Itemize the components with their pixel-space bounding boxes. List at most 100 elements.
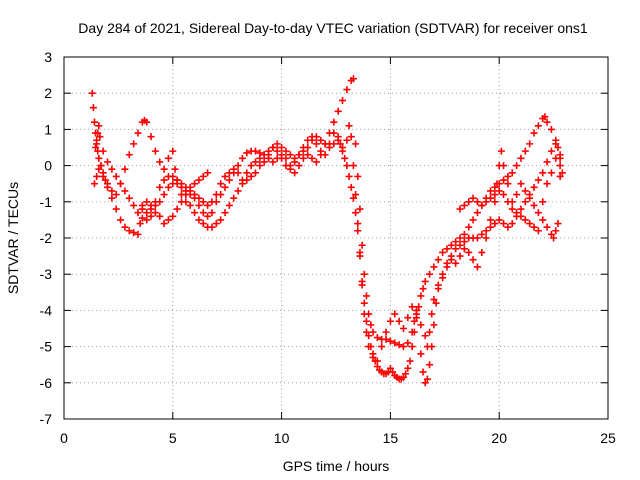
data-point [421,379,429,387]
data-point [90,118,98,126]
data-point [395,341,403,349]
data-point [382,328,390,336]
data-point [452,245,460,253]
data-point [452,238,460,246]
y-tick-label: -3 [40,266,53,282]
data-point [191,209,199,217]
data-point [354,227,362,235]
data-point [104,180,112,188]
data-point [143,198,151,206]
data-point [169,147,177,155]
data-point [386,364,394,372]
data-point [504,172,512,180]
y-tick-label: 2 [44,85,52,101]
data-point [404,314,412,322]
data-point [447,241,455,249]
data-point [404,339,412,347]
data-point [419,285,427,293]
data-point [195,201,203,209]
data-point [399,373,407,381]
data-point [208,223,216,231]
data-point [421,277,429,285]
data-point [186,183,194,191]
data-point [191,191,199,199]
data-point [130,140,138,148]
data-point [130,201,138,209]
data-point [500,191,508,199]
data-point [399,343,407,351]
data-point [95,154,103,162]
data-point [491,183,499,191]
data-point [256,162,264,170]
data-point [456,252,464,260]
data-point [221,209,229,217]
y-tick-label: -4 [40,302,53,318]
data-point [317,147,325,155]
data-point [299,147,307,155]
data-point [521,147,529,155]
data-point [408,303,416,311]
data-point [134,230,142,238]
data-point [164,183,172,191]
data-point [260,151,268,159]
data-point [500,176,508,184]
data-point [186,201,194,209]
data-point [556,151,564,159]
data-point [369,353,377,361]
data-point [547,125,555,133]
data-point [404,364,412,372]
data-point [221,183,229,191]
data-point [156,158,164,166]
data-point [212,220,220,228]
data-point [526,194,534,202]
data-point [486,223,494,231]
data-point [160,191,168,199]
data-point [349,162,357,170]
data-point [554,144,562,151]
data-point [282,147,290,155]
data-point [534,122,542,130]
data-point [345,122,353,130]
data-point [286,162,294,170]
data-point [95,165,103,173]
data-point [330,118,338,126]
data-point [108,165,116,173]
y-tick-label: 1 [44,121,52,137]
data-point [391,339,399,347]
data-point [517,154,525,162]
data-point [354,220,362,228]
data-point [426,361,434,369]
data-point [217,216,225,224]
data-point [486,194,494,202]
data-point [360,270,368,278]
data-point [360,299,368,307]
data-point [247,172,255,180]
data-point [191,180,199,188]
data-point [406,357,414,365]
data-point [413,310,421,318]
data-point [530,223,538,231]
data-point [160,176,168,184]
data-points [88,75,566,387]
data-point [443,263,451,271]
data-point [273,154,281,162]
data-point [526,220,534,228]
data-point [417,350,425,358]
data-point [408,328,416,336]
data-point [195,216,203,224]
data-point [217,180,225,188]
data-point [513,162,521,170]
data-point [94,129,102,137]
data-point [199,198,207,206]
data-point [269,158,277,166]
data-point [151,147,159,155]
data-point [121,187,129,195]
data-point [452,259,460,267]
data-point [164,216,172,224]
data-point [460,245,468,253]
data-point [221,172,229,180]
data-point [530,183,538,191]
data-point [473,209,481,217]
data-point [325,140,333,148]
